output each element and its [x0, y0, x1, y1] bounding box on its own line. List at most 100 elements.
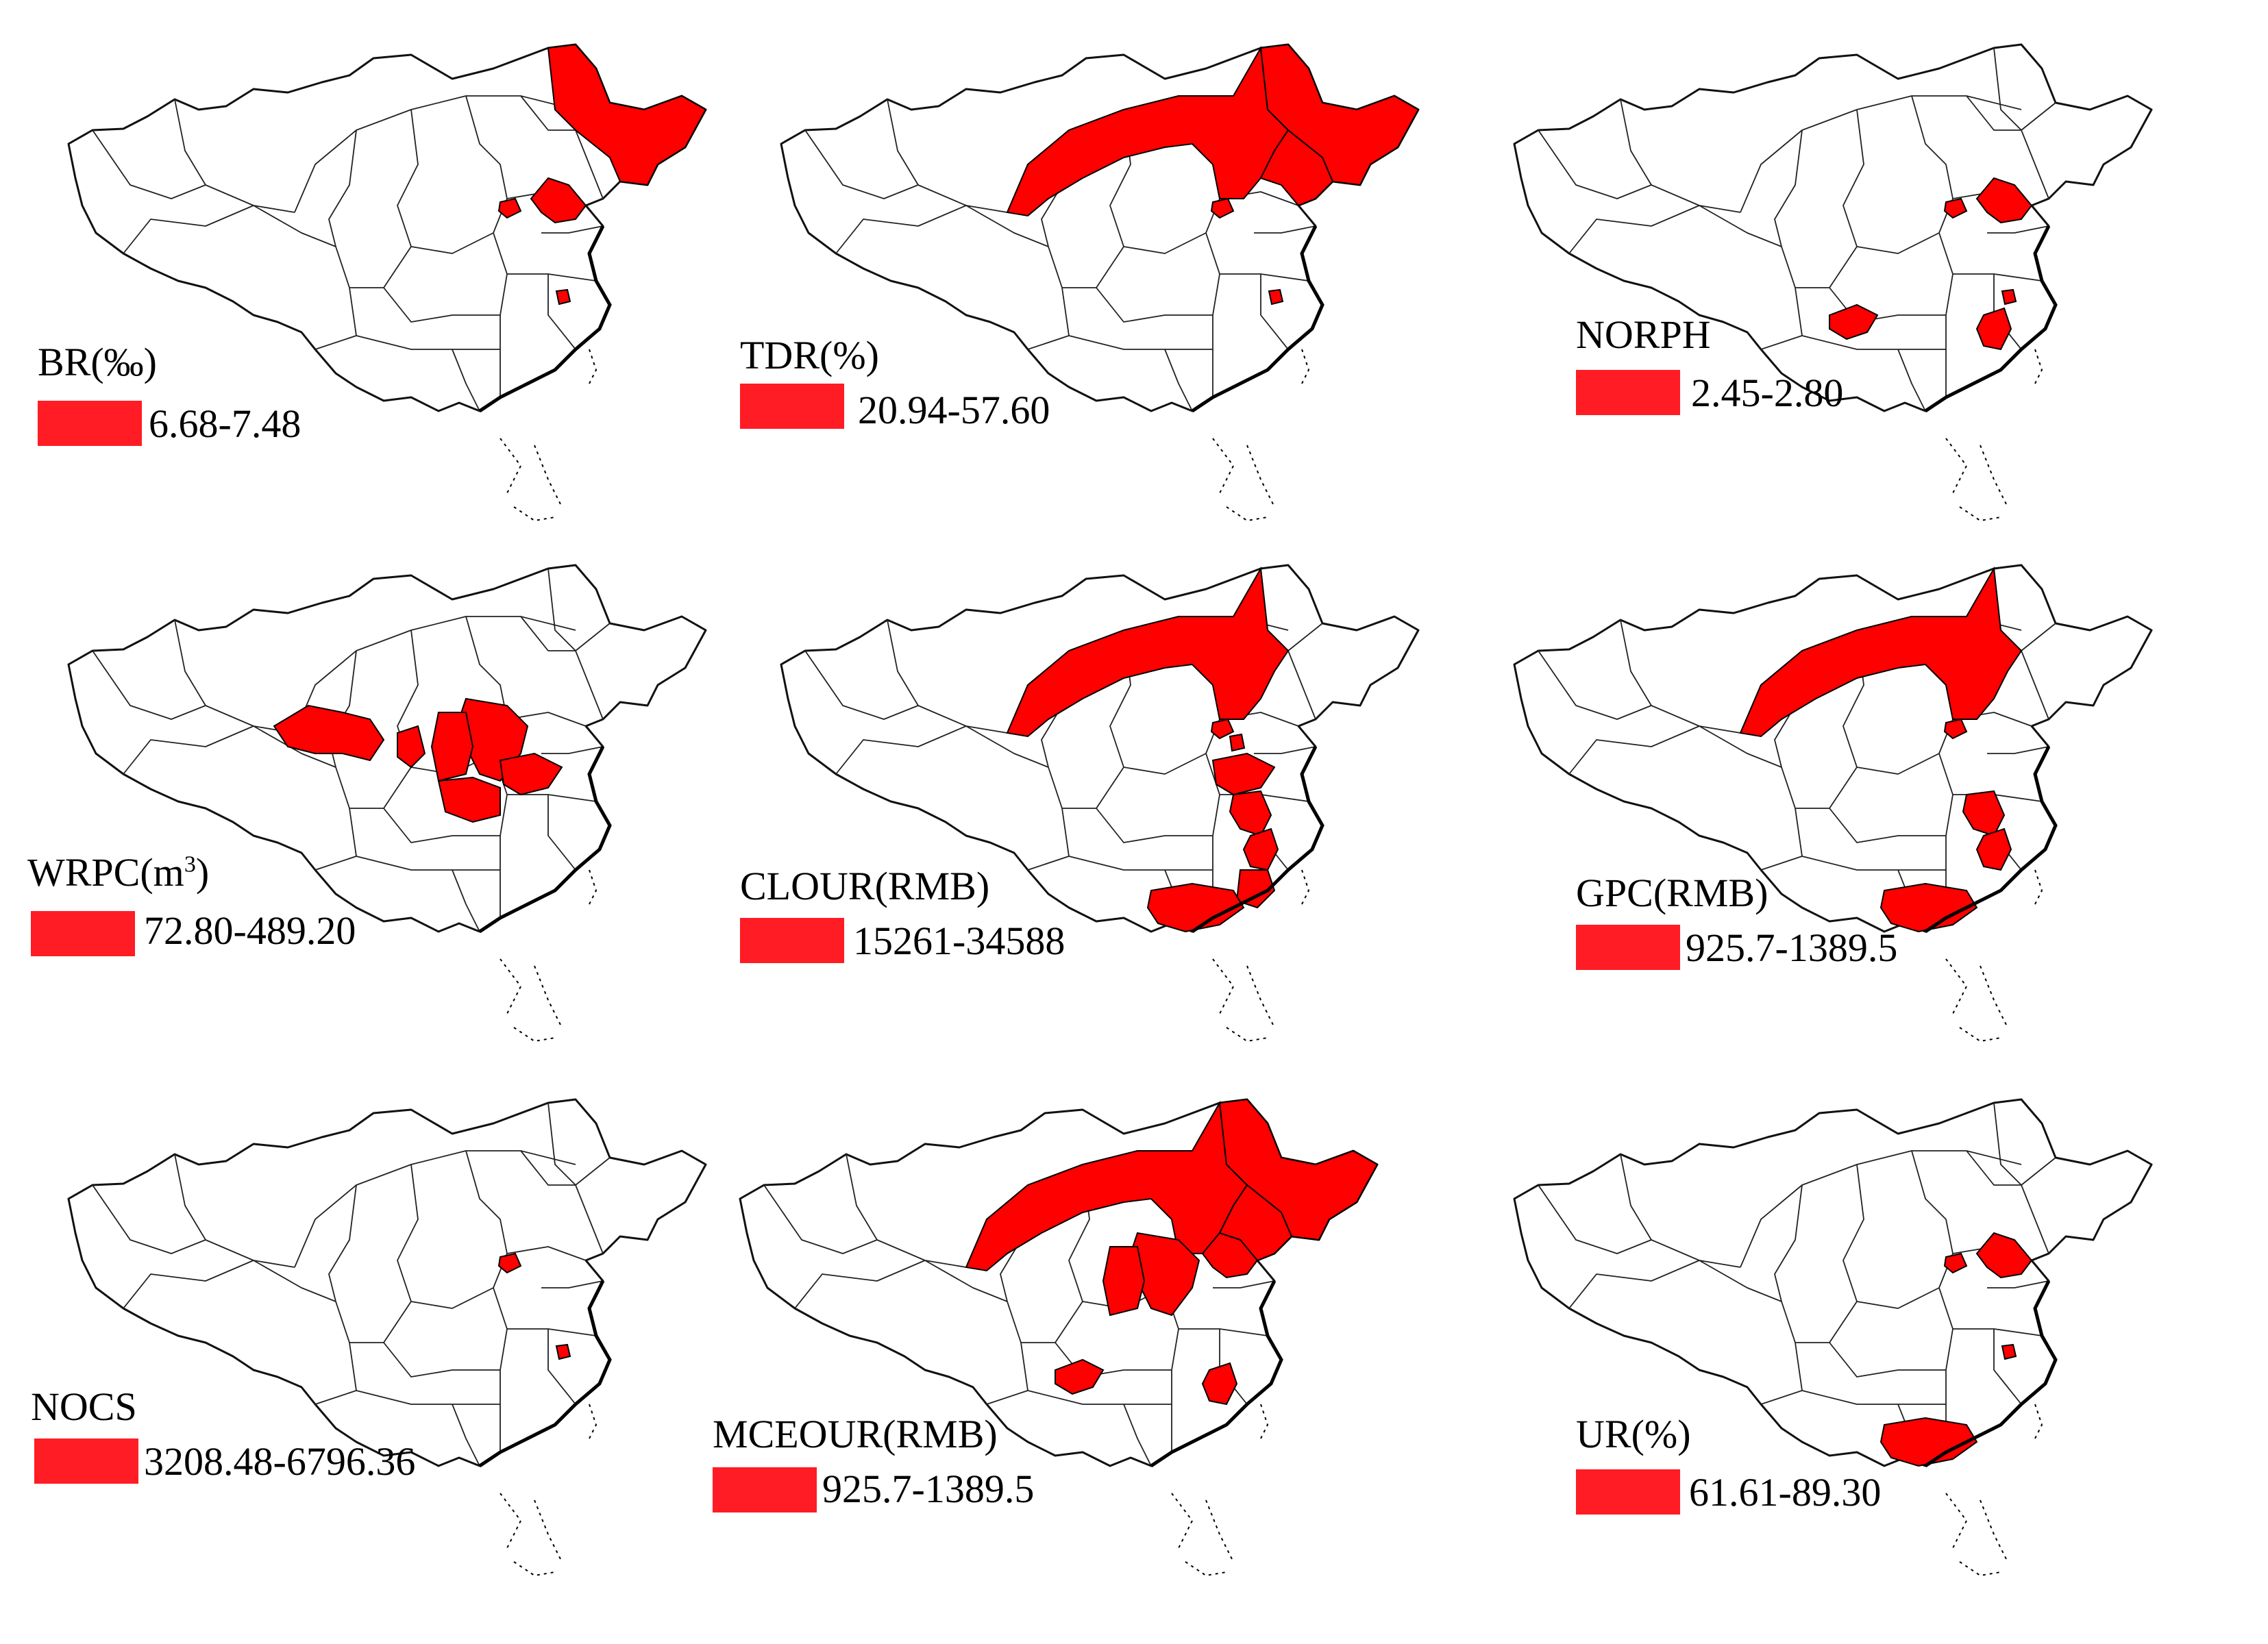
china-map — [67, 564, 707, 1043]
province-border — [846, 1154, 967, 1268]
legend-swatch — [1576, 1469, 1680, 1515]
province-border — [465, 95, 508, 397]
province-border — [1568, 1260, 1700, 1309]
highlight-region-zhejiang — [1242, 827, 1279, 871]
south-sea-islands — [1959, 1561, 2001, 1577]
highlight-region-liaoning — [530, 177, 587, 224]
south-sea-islands — [2034, 869, 2043, 905]
highlight-region-chongqing — [1055, 1358, 1105, 1395]
province-border — [1760, 1390, 1803, 1405]
province-border — [887, 619, 1008, 734]
panel-title: NOCS — [31, 1384, 137, 1429]
highlight-region-heilongjiang — [547, 43, 707, 186]
province-border — [547, 795, 576, 871]
highlight-region-beijing — [1943, 718, 1968, 740]
south-sea-islands — [534, 445, 563, 508]
province-border — [174, 1154, 295, 1268]
legend-range: 61.61-89.30 — [1689, 1470, 1882, 1515]
legend-swatch — [713, 1467, 817, 1512]
province-border — [547, 1102, 611, 1186]
province-border — [1055, 1342, 1172, 1378]
province-border — [1213, 1280, 1275, 1288]
south-sea-islands — [589, 1404, 597, 1439]
highlight-region-zhejiang — [1975, 827, 2012, 871]
coastline — [478, 225, 612, 413]
panel-title: UR(%) — [1576, 1412, 1691, 1456]
south-sea-islands — [1226, 506, 1268, 522]
legend-range: 925.7-1389.5 — [822, 1467, 1035, 1511]
province-border — [1027, 335, 1070, 350]
south-sea-islands — [1959, 506, 2001, 522]
province-border — [1760, 335, 1803, 350]
province-border — [965, 205, 1063, 288]
province-border — [1856, 232, 1940, 254]
panel-title: CLOUR(RMB) — [740, 864, 990, 908]
south-sea-islands — [1980, 1499, 2008, 1562]
province-border — [506, 712, 587, 727]
province-border — [1987, 1280, 2049, 1288]
highlight-region-inner-mongolia — [1006, 566, 1290, 738]
coastline — [1150, 1280, 1283, 1468]
province-border — [1856, 1287, 1940, 1309]
highlight-region-guangdong — [1146, 882, 1245, 933]
province-border — [465, 1150, 508, 1452]
province-border — [1620, 1154, 1741, 1268]
coastline — [1924, 225, 2058, 413]
province-border — [1953, 273, 2043, 282]
province-border — [1123, 1404, 1152, 1467]
province-border — [174, 619, 295, 734]
province-border — [1897, 349, 1926, 412]
province-border — [541, 225, 604, 234]
province-border — [541, 1280, 604, 1288]
highlight-region-shanxi — [1102, 1246, 1146, 1317]
highlight-region-beijing — [1943, 1252, 1968, 1274]
province-border — [1620, 99, 1741, 213]
south-sea-islands — [1980, 445, 2008, 508]
province-border — [1123, 232, 1207, 254]
highlight-region-zhejiang — [1975, 307, 2012, 351]
china-map — [1513, 43, 2153, 522]
legend-swatch — [31, 911, 135, 956]
south-sea-islands — [1959, 1027, 2001, 1043]
province-border — [1220, 273, 1309, 282]
province-border — [349, 109, 419, 288]
south-sea-islands — [1171, 1493, 1194, 1549]
highlight-region-jilin — [1259, 129, 1334, 207]
province-border — [965, 725, 1063, 809]
panel-title: NORPH — [1576, 312, 1711, 357]
china-map — [739, 1098, 1379, 1577]
province-border — [1568, 725, 1700, 775]
highlight-region-shanxi — [430, 712, 474, 782]
province-border — [1795, 109, 1864, 288]
province-border — [1096, 287, 1213, 323]
panel-title: TDR(%) — [740, 333, 879, 377]
province-border — [1061, 808, 1213, 871]
legend-swatch — [34, 1438, 138, 1484]
province-border — [1260, 274, 1289, 350]
highlight-region-shanghai — [555, 288, 571, 306]
legend-swatch — [740, 384, 844, 429]
highlight-region-beijing — [497, 1252, 522, 1274]
province-border — [1829, 808, 1946, 843]
highlight-region-guangdong — [1879, 1417, 1978, 1467]
highlight-region-ningxia — [397, 725, 426, 769]
highlight-region-beijing — [1943, 197, 1968, 219]
province-border — [410, 232, 494, 254]
coastline — [478, 745, 612, 934]
legend-range: 20.94-57.60 — [858, 388, 1050, 432]
province-border — [763, 1184, 878, 1254]
south-sea-islands — [1260, 1404, 1269, 1439]
highlight-region-shandong — [1211, 752, 1276, 796]
province-border — [1061, 287, 1213, 350]
province-border — [174, 99, 295, 213]
province-border — [1699, 725, 1796, 809]
province-border — [1795, 287, 1946, 350]
province-border — [520, 616, 604, 720]
highlight-region-zhejiang — [1201, 1362, 1238, 1406]
legend-range: 2.45-2.80 — [1691, 371, 1844, 415]
province-border — [547, 274, 576, 350]
province-border — [547, 1329, 576, 1405]
highlight-region-liaoning — [1975, 1232, 2033, 1279]
province-border — [794, 1260, 926, 1309]
